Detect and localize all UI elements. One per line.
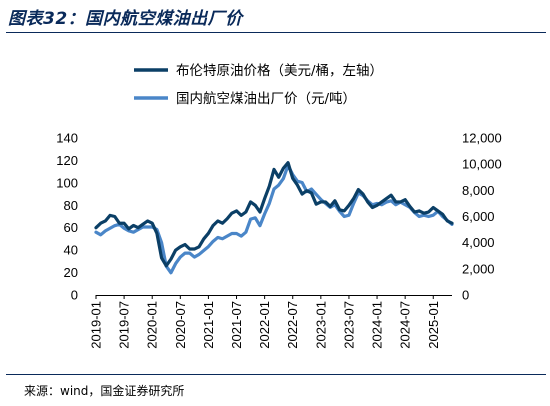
line-chart: 布伦特原油价格（美元/桶，左轴） 国内航空煤油出厂价（元/吨） 0 20 40 60 80… (56, 63, 502, 349)
right-y-tick-label: 2,000 (462, 261, 495, 276)
x-axis: 2019-01 2019-07 2020-01 2020-07 2021-01 2021-… (89, 295, 452, 349)
x-tick-label: 2023-07 (341, 301, 356, 349)
right-y-tick-label: 4,000 (462, 235, 495, 250)
x-tick-label: 2021-07 (229, 301, 244, 349)
page-title: 图表32：国内航空煤油出厂价 (8, 9, 243, 29)
x-tick-label: 2024-01 (370, 301, 385, 349)
title-divider (6, 32, 546, 33)
left-y-tick-label: 0 (71, 288, 78, 303)
left-y-tick-label: 140 (56, 131, 78, 146)
left-y-tick-label: 120 (56, 153, 78, 168)
left-y-tick-label: 60 (64, 220, 78, 235)
left-y-tick-label: 80 (64, 198, 78, 213)
right-y-tick-label: 8,000 (462, 183, 495, 198)
x-tick-label: 2024-07 (398, 301, 413, 349)
x-tick-label: 2019-07 (117, 301, 132, 349)
x-tick-label: 2020-01 (145, 301, 160, 349)
left-y-tick-label: 40 (64, 243, 78, 258)
series-lines (94, 161, 454, 275)
right-y-tick-label: 0 (462, 288, 469, 303)
right-y-tick-label: 10,000 (462, 157, 502, 172)
x-tick-label: 2019-01 (89, 301, 104, 349)
legend-label-brent: 布伦特原油价格（美元/桶，左轴） (176, 63, 383, 79)
x-tick-label: 2020-07 (173, 301, 188, 349)
right-y-axis: 0 2,000 4,000 6,000 8,000 10,000 12,000 (462, 131, 502, 303)
source-note: 来源：wind，国金证券研究所 (24, 384, 185, 398)
x-tick-label: 2022-01 (257, 301, 272, 349)
right-y-tick-label: 6,000 (462, 209, 495, 224)
right-y-tick-label: 12,000 (462, 131, 502, 146)
legend: 布伦特原油价格（美元/桶，左轴） 国内航空煤油出厂价（元/吨） (134, 63, 383, 107)
footer-divider (6, 374, 546, 375)
series-line-brent (94, 161, 454, 268)
x-tick-label: 2023-01 (313, 301, 328, 349)
series-line-jet-fuel (94, 163, 454, 275)
x-tick-label: 2022-07 (285, 301, 300, 349)
x-tick-label: 2025-01 (426, 301, 441, 349)
left-y-tick-label: 20 (64, 265, 78, 280)
legend-label-jet-fuel: 国内航空煤油出厂价（元/吨） (176, 91, 356, 107)
left-y-tick-label: 100 (56, 175, 78, 190)
left-y-axis: 0 20 40 60 80 100 120 140 (56, 131, 78, 303)
x-tick-label: 2021-01 (201, 301, 216, 349)
